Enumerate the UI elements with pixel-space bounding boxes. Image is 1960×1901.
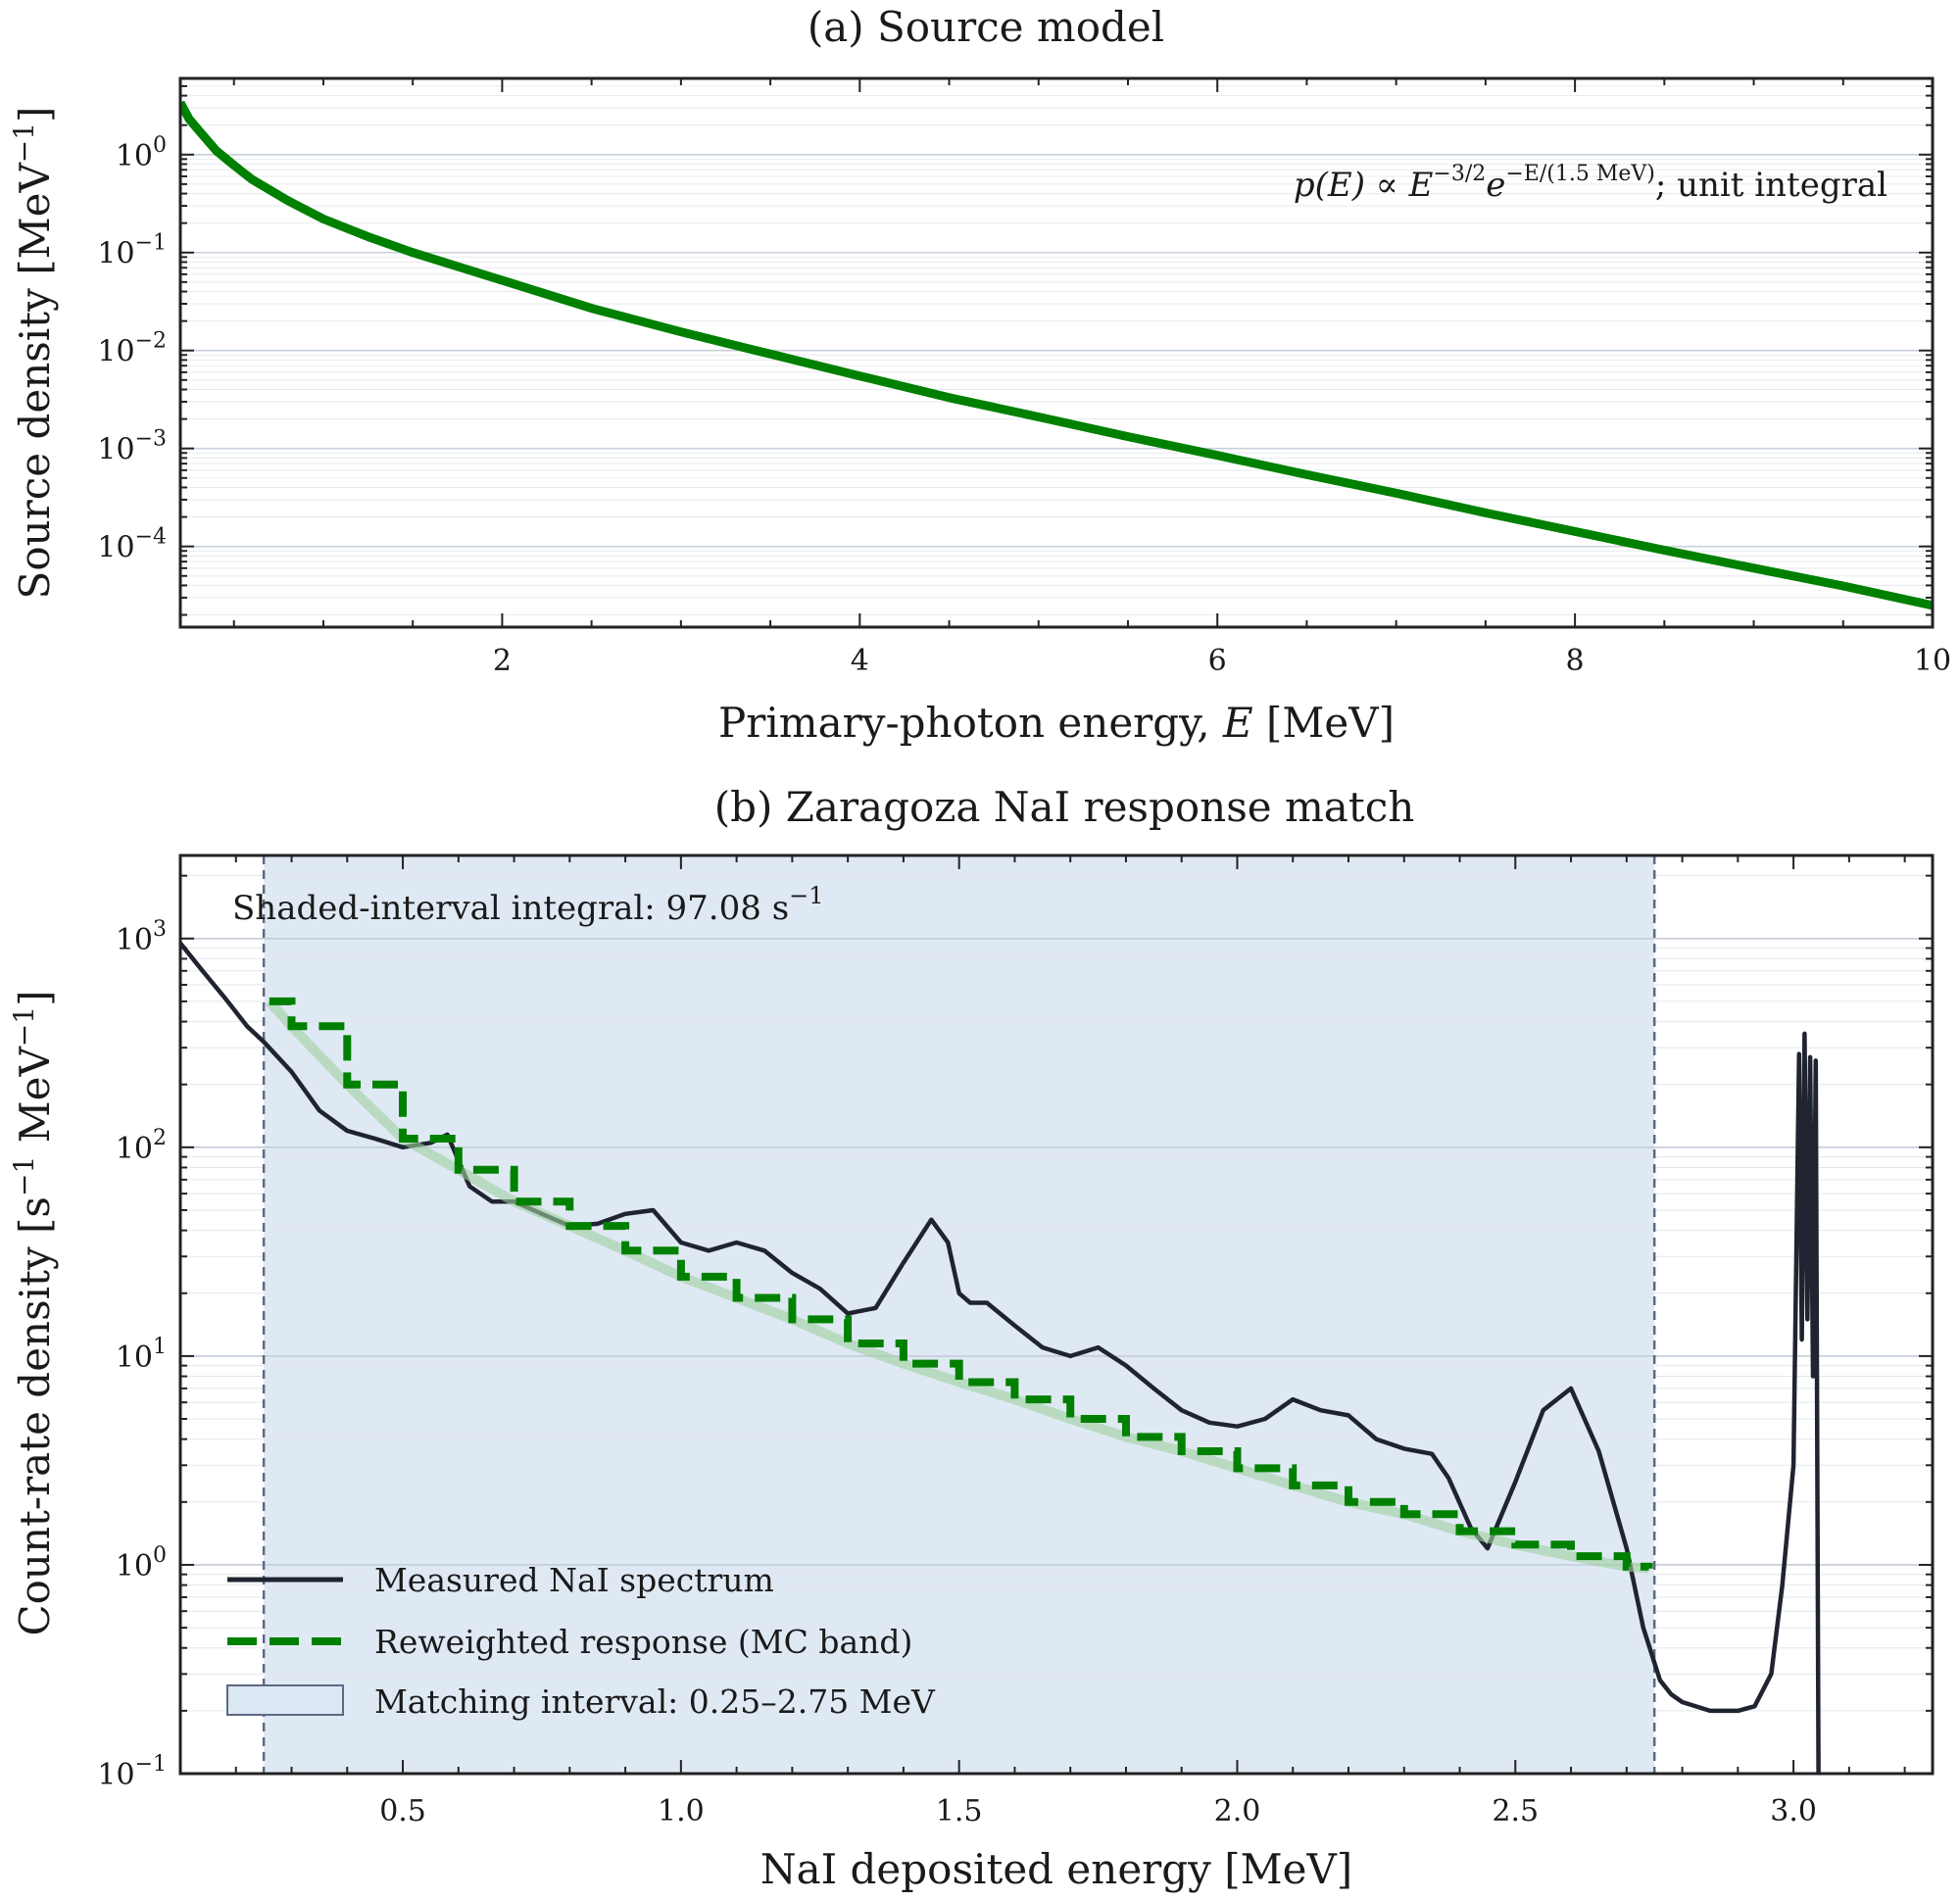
xlabel-unit: [MeV]	[1253, 699, 1395, 747]
x-tick-label: 1.5	[936, 1794, 983, 1828]
panel-a-y-axis-label: Source density [MeV−1]	[8, 107, 59, 600]
panel-b-series	[180, 942, 1821, 1774]
xlabel-text: Primary-photon energy,	[718, 699, 1223, 747]
y-tick-label: 10−3	[97, 427, 167, 467]
ylabel-close: ]	[11, 991, 59, 1006]
ylabel-sup2: −1	[8, 1006, 40, 1047]
x-tick-label: 2.0	[1214, 1794, 1261, 1828]
legend-label: Reweighted response (MC band)	[374, 1623, 912, 1661]
panel-b-title: (b) Zaragoza NaI response match	[714, 783, 1415, 831]
annotation-text: Shaded-interval integral: 97.08 s	[232, 889, 789, 928]
y-tick-label: 100	[116, 1543, 167, 1584]
y-tick-label: 103	[116, 917, 167, 957]
panel-b-y-axis-label: Count-rate density [s−1 MeV−1]	[8, 991, 59, 1636]
panel-a-x-axis-label: Primary-photon energy, E [MeV]	[718, 699, 1395, 747]
x-tick-label: 6	[1208, 644, 1227, 678]
reweighted-response-line	[269, 997, 1653, 1571]
y-tick-label: 10−1	[97, 231, 167, 271]
source-density-line	[180, 100, 1933, 610]
annotation-sup: −1	[789, 882, 823, 909]
y-tick-label: 102	[116, 1126, 167, 1166]
panel-b-frame	[178, 853, 1935, 1776]
ylabel-sup: −1	[8, 122, 40, 163]
y-tick-label: 101	[116, 1335, 167, 1375]
legend-label: Matching interval: 0.25–2.75 MeV	[374, 1682, 936, 1721]
panel-a-formula-annotation: p(E) ∝ E−3/2e−E/(1.5 MeV); unit integral	[1294, 162, 1887, 205]
ylabel-base: Count-rate density [s	[11, 1196, 59, 1635]
annotation-exp2: −E/(1.5 MeV)	[1505, 162, 1655, 186]
x-tick-label: 4	[851, 644, 869, 678]
panel-a-gridlines	[180, 77, 1933, 616]
legend-entry-measured: Measured NaI spectrum	[227, 1561, 774, 1599]
ylabel-base: Source density [MeV	[11, 163, 59, 600]
annotation-rhs: ; unit integral	[1655, 166, 1887, 205]
y-tick-label: 10−1	[97, 1752, 167, 1792]
panel-a-title: (a) Source model	[808, 3, 1164, 51]
matching-interval-shade	[264, 855, 1655, 1774]
ylabel-close: ]	[11, 107, 59, 122]
panel-a-series	[180, 100, 1933, 610]
x-tick-label: 1.0	[658, 1794, 705, 1828]
x-tick-label: 0.5	[379, 1794, 426, 1828]
annotation-mid: e	[1486, 166, 1505, 205]
legend-entry-reweighted: Reweighted response (MC band)	[227, 1623, 912, 1661]
xlabel-var: E	[1222, 699, 1253, 747]
panel-b-ticks: 103 102 101 100 10−1 0.5 1.0 1.5 2.0 2.5 3.0	[97, 855, 1933, 1828]
panel-b-response-match: (b) Zaragoza NaI response match 10310210…	[8, 783, 1935, 1893]
annotation-exp1: −3/2	[1433, 162, 1486, 186]
panel-b-x-axis-label: NaI deposited energy [MeV]	[760, 1845, 1352, 1893]
mc-band	[266, 998, 1649, 1574]
y-tick-label: 100	[116, 133, 167, 173]
x-tick-label: 8	[1566, 644, 1585, 678]
panel-a-ticks: 100 10−1 10−2 10−3 10−4 2 4 6 8 10	[97, 77, 1951, 678]
ylabel-sup1: −1	[8, 1156, 40, 1196]
legend-entry-interval: Matching interval: 0.25–2.75 MeV	[226, 1682, 936, 1721]
x-tick-label: 2	[493, 644, 512, 678]
panel-a-frame	[178, 76, 1935, 629]
annotation-lhs: p(E) ∝ E	[1294, 166, 1434, 205]
x-tick-label: 10	[1914, 644, 1951, 678]
legend-swatch-patch	[226, 1684, 344, 1716]
panel-b-integral-annotation: Shaded-interval integral: 97.08 s−1	[232, 882, 824, 928]
x-tick-label: 2.5	[1492, 1794, 1539, 1828]
y-tick-label: 10−4	[97, 525, 167, 565]
x-tick-label: 3.0	[1770, 1794, 1817, 1828]
y-tick-label: 10−2	[97, 329, 167, 369]
legend: Measured NaI spectrum Reweighted respons…	[226, 1561, 936, 1721]
ylabel-mid: MeV	[11, 1047, 59, 1156]
measured-spectrum-line	[180, 942, 1821, 1774]
legend-label: Measured NaI spectrum	[374, 1561, 774, 1599]
